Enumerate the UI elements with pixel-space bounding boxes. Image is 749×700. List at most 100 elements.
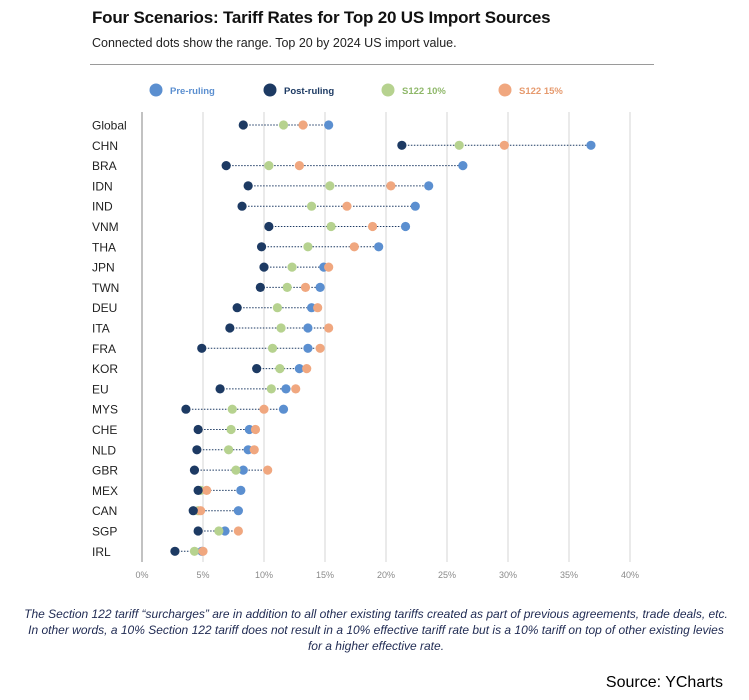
point-s122-10- (272, 303, 283, 313)
x-tick-label: 25% (438, 570, 456, 580)
point-pre-ruling (410, 201, 420, 211)
legend-label-2: S122 10% (402, 86, 446, 97)
row-twn: TWN (92, 281, 325, 295)
point-s122-10- (189, 546, 200, 556)
dot-range-chart: Pre-ruling Post-ruling S122 10% S122 15% Gl… (92, 83, 639, 580)
point-s122-10- (278, 120, 289, 130)
point-s122-10- (454, 140, 464, 150)
category-label: THA (92, 240, 116, 254)
point-s122-15- (198, 546, 208, 556)
row-idn: IDN (92, 179, 434, 193)
point-s122-10- (267, 343, 278, 353)
legend-marker-1 (263, 83, 277, 97)
chart-subtitle: Connected dots show the range. Top 20 by… (92, 36, 457, 50)
x-tick-label: 30% (499, 570, 517, 580)
point-s122-15- (300, 282, 311, 292)
point-s122-15- (298, 120, 308, 130)
point-post-ruling (232, 303, 242, 313)
point-post-ruling (192, 445, 202, 455)
row-jpn: JPN (92, 261, 334, 275)
row-ita: ITA (92, 322, 334, 336)
category-label: IRL (92, 545, 111, 559)
point-s122-10- (287, 262, 297, 272)
point-pre-ruling (281, 384, 291, 394)
point-pre-ruling (238, 465, 248, 475)
point-post-ruling (225, 323, 235, 333)
source-label: Source: YCharts (605, 674, 723, 691)
point-pre-ruling (315, 282, 325, 292)
point-pre-ruling (586, 140, 596, 150)
title-divider (90, 64, 654, 65)
category-label: JPN (92, 261, 115, 275)
x-tick-label: 20% (377, 570, 395, 580)
category-label: KOR (92, 362, 118, 376)
category-label: ITA (92, 322, 110, 336)
point-s122-15- (499, 140, 509, 150)
category-label: Global (92, 119, 127, 133)
row-mys: MYS (92, 403, 289, 417)
point-post-ruling (193, 485, 203, 495)
point-pre-ruling (236, 485, 246, 495)
point-s122-15- (349, 242, 359, 252)
category-label: GBR (92, 464, 118, 478)
row-ind: IND (92, 200, 420, 214)
point-s122-10- (276, 323, 286, 333)
point-post-ruling (181, 404, 191, 414)
category-label: IDN (92, 179, 113, 193)
point-s122-15- (259, 404, 269, 414)
point-post-ruling (189, 465, 200, 475)
row-tha: THA (92, 240, 384, 254)
point-s122-10- (224, 445, 234, 455)
point-post-ruling (252, 364, 262, 374)
category-label: SGP (92, 525, 117, 539)
point-s122-15- (324, 262, 334, 272)
point-s122-10- (325, 181, 335, 191)
row-can: CAN (92, 504, 243, 518)
point-pre-ruling (303, 343, 313, 353)
row-fra: FRA (92, 342, 325, 356)
category-label: BRA (92, 159, 117, 173)
point-s122-15- (263, 465, 273, 475)
point-pre-ruling (400, 221, 411, 232)
point-s122-15- (202, 485, 212, 495)
point-s122-10- (227, 404, 237, 414)
point-pre-ruling (458, 161, 468, 171)
point-s122-10- (326, 221, 336, 232)
category-label: MEX (92, 484, 118, 498)
point-post-ruling (238, 120, 248, 130)
point-post-ruling (221, 161, 231, 171)
row-irl: IRL (92, 545, 208, 559)
point-s122-10- (264, 161, 274, 171)
point-pre-ruling (324, 120, 334, 130)
legend-marker-0 (149, 83, 163, 97)
point-s122-15- (313, 303, 323, 313)
point-post-ruling (237, 201, 247, 211)
point-s122-15- (249, 445, 259, 455)
point-s122-10- (282, 282, 292, 292)
row-eu: EU (92, 382, 301, 396)
category-label: NLD (92, 443, 116, 457)
row-deu: DEU (92, 301, 323, 315)
category-label: IND (92, 200, 113, 214)
point-post-ruling (243, 181, 253, 191)
point-s122-10- (266, 384, 276, 394)
row-kor: KOR (92, 362, 312, 376)
x-tick-label: 15% (316, 570, 334, 580)
point-post-ruling (259, 262, 269, 272)
point-pre-ruling (424, 181, 434, 191)
row-sgp: SGP (92, 525, 243, 539)
point-s122-15- (233, 526, 243, 536)
point-post-ruling (197, 343, 207, 353)
point-s122-15- (342, 201, 352, 211)
point-pre-ruling (374, 242, 384, 252)
point-post-ruling (397, 140, 407, 150)
chart-title: Four Scenarios: Tariff Rates for Top 20 … (92, 8, 551, 27)
point-s122-10- (306, 201, 317, 211)
point-post-ruling (193, 526, 203, 536)
category-label: DEU (92, 301, 117, 315)
point-s122-15- (302, 364, 312, 374)
point-s122-15- (291, 384, 301, 394)
legend-label-3: S122 15% (519, 86, 563, 97)
footnote-caption: The Section 122 tariff “surcharges” are … (24, 607, 728, 653)
point-post-ruling (170, 546, 180, 556)
